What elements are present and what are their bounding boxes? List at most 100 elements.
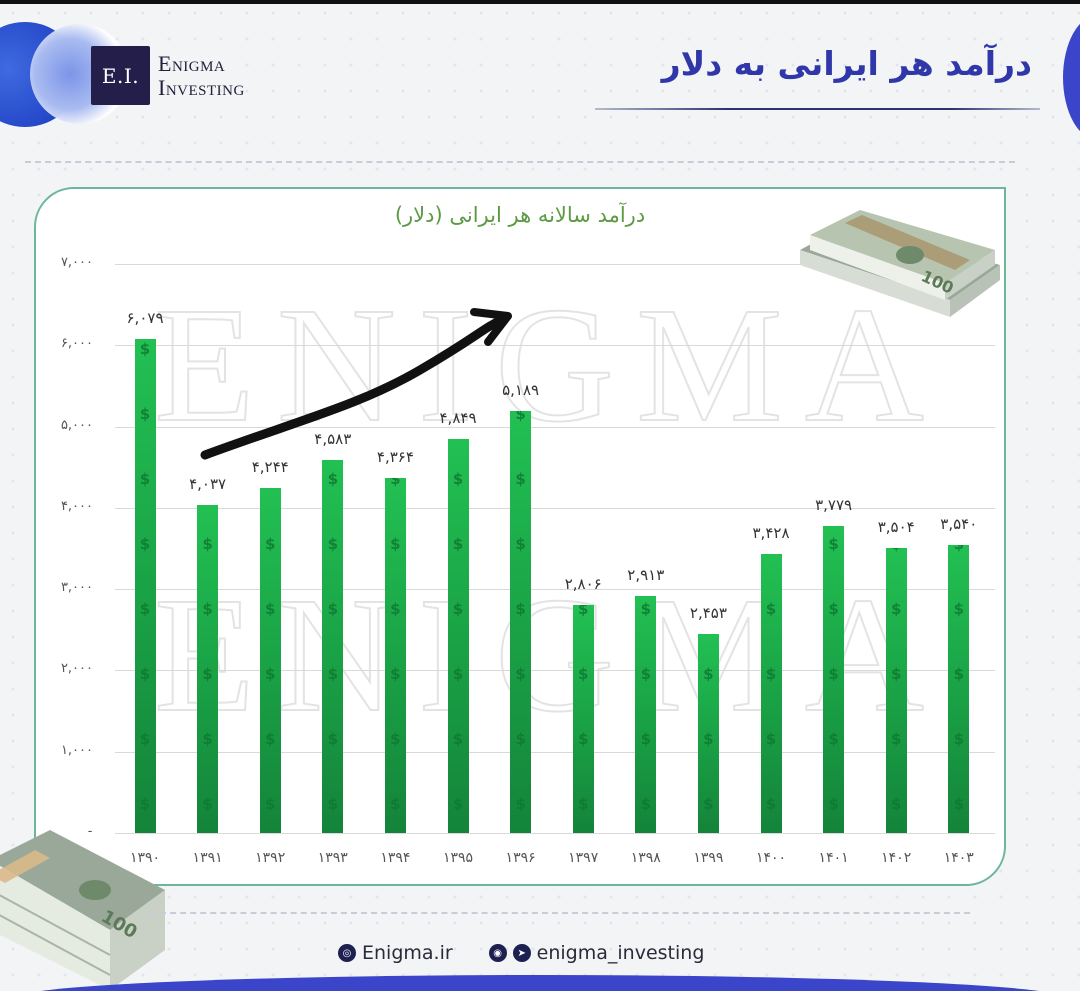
dollar-icon: $ — [515, 534, 526, 553]
y-axis-tick-label: ۷,۰۰۰ — [60, 255, 93, 270]
brand-name-line2: Investing — [158, 75, 245, 100]
dollar-icon: $ — [202, 534, 213, 553]
dollar-icon: $ — [452, 729, 464, 748]
watermark-text: ENIGMA — [153, 562, 946, 747]
dollar-icon: $ — [452, 794, 464, 813]
dollar-icon: $ — [139, 339, 151, 358]
x-axis-tick-label: ۱۳۹۹ — [693, 850, 724, 866]
x-axis-tick-label: ۱۳۹۲ — [255, 850, 286, 866]
bar-value-label: ۳,۵۴۰ — [940, 515, 978, 534]
dollar-icon: $ — [264, 729, 276, 748]
dollar-icon: $ — [264, 534, 276, 553]
gridline — [115, 345, 995, 347]
x-axis-tick-label: ۱۳۹۴ — [380, 850, 411, 866]
dollar-icon: $ — [327, 794, 339, 813]
divider-top — [25, 161, 1015, 163]
dollar-icon: $ — [390, 729, 401, 748]
x-axis-tick-label: ۱۳۹۶ — [505, 850, 536, 866]
dollar-icon: $ — [577, 794, 589, 813]
gridline — [115, 507, 995, 509]
bar-value-label: ۳,۷۷۹ — [815, 495, 853, 514]
dollar-icon: $ — [202, 664, 213, 683]
dollar-icon: $ — [703, 729, 714, 748]
money-stack-image: 100 — [800, 210, 1000, 317]
y-axis-tick-label: ۶,۰۰۰ — [60, 336, 93, 352]
bar-1390: $ $ $ $ $ $ $ $ — [134, 338, 156, 833]
dollar-icon: $ — [327, 664, 339, 683]
x-axis-tick-label: ۱۳۹۳ — [317, 850, 348, 866]
dollar-icon: $ — [703, 794, 714, 813]
dollar-icon: $ — [264, 794, 276, 813]
dollar-icon: $ — [953, 599, 965, 618]
page-title: درآمد هر ایرانی به دلار — [661, 44, 1032, 83]
bar-value-label: ۶,۰۷۹ — [126, 308, 164, 327]
dollar-icon: $ — [948, 545, 969, 553]
bar-1394: $ $ $ $ $ $ — [384, 478, 406, 833]
dollar-icon: $ — [765, 729, 777, 748]
money-stack-image: 100 — [0, 830, 165, 990]
bar-value-label: ۲,۸۰۶ — [564, 574, 602, 593]
dollar-icon: $ — [640, 729, 652, 748]
dollar-icon: $ — [390, 478, 401, 488]
divider-bottom — [150, 912, 970, 914]
dollar-icon: $ — [577, 729, 589, 748]
dollar-icon: $ — [327, 599, 339, 618]
decorative-orb-right — [1063, 15, 1080, 140]
y-axis-tick-label: ۲,۰۰۰ — [60, 661, 93, 677]
dollar-icon: $ — [390, 534, 401, 553]
bar-1392: $ $ $ $ $ — [259, 488, 281, 833]
dollar-icon: $ — [515, 794, 526, 813]
x-axis-tick-label: ۱۳۹۸ — [630, 850, 661, 866]
x-axis-tick-label: ۱۴۰۱ — [818, 850, 849, 866]
dollar-icon: $ — [765, 664, 777, 683]
title-underline — [595, 108, 1040, 110]
gridline — [115, 833, 995, 834]
bar-value-label: ۴,۸۴۹ — [439, 408, 477, 427]
bar-1398: $ $ $ $ — [635, 596, 657, 833]
dollar-icon: $ — [139, 404, 151, 423]
bar-1395: $ $ $ $ $ $ — [447, 438, 469, 833]
dollar-icon: $ — [452, 664, 464, 683]
y-axis-tick-label: ۱,۰۰۰ — [60, 742, 93, 758]
bar-1393: $ $ $ $ $ $ — [322, 460, 344, 833]
dollar-icon: $ — [139, 794, 151, 813]
dollar-icon: $ — [828, 664, 839, 683]
dollar-icon: $ — [390, 599, 401, 618]
gridline — [115, 426, 995, 428]
x-axis-tick-label: ۱۴۰۰ — [755, 850, 787, 866]
dollar-icon: $ — [327, 729, 339, 748]
dollar-icon: $ — [139, 469, 151, 488]
dollar-icon: $ — [890, 794, 902, 813]
globe-icon: ◎ — [338, 944, 356, 962]
website-link[interactable]: Enigma.ir — [362, 942, 453, 964]
bar-value-label: ۲,۹۱۳ — [627, 566, 665, 585]
brand-name-line1: Enigma — [158, 51, 226, 76]
x-axis-tick-label: ۱۴۰۳ — [943, 850, 974, 866]
bar-1403: $ $ $ $ $ — [948, 545, 970, 833]
dollar-icon: $ — [202, 794, 213, 813]
social-handle-link[interactable]: enigma_investing — [536, 942, 705, 964]
bar-value-label: ۴,۲۴۴ — [251, 458, 289, 477]
bar-1397: $ $ $ $ — [572, 604, 594, 833]
chart-title: درآمد سالانه هر ایرانی (دلار) — [394, 203, 646, 227]
dollar-icon: $ — [139, 534, 151, 553]
instagram-icon[interactable]: ◉ — [488, 944, 507, 962]
bottom-decorative-arc — [10, 975, 1070, 991]
dollar-icon: $ — [390, 794, 401, 813]
y-axis-tick-label: - — [87, 824, 93, 839]
dollar-icon: $ — [953, 664, 965, 683]
dollar-icon: $ — [327, 534, 339, 553]
dollar-icon: $ — [515, 599, 526, 618]
gridline — [115, 670, 995, 672]
dollar-icon: $ — [890, 729, 902, 748]
dollar-icon: $ — [139, 664, 151, 683]
bar-1399: $ $ $ — [697, 633, 719, 833]
telegram-icon[interactable]: ➤ — [512, 944, 531, 962]
dollar-icon: $ — [953, 794, 965, 813]
logo-mark: E.I. — [91, 46, 150, 105]
x-axis-tick-label: ۱۳۹۰ — [129, 850, 161, 866]
dollar-icon: $ — [515, 411, 526, 423]
dollar-icon: $ — [828, 599, 839, 618]
bar-value-label: ۵,۱۸۹ — [502, 381, 540, 400]
bar-1396: $ $ $ $ $ $ $ — [510, 411, 532, 833]
